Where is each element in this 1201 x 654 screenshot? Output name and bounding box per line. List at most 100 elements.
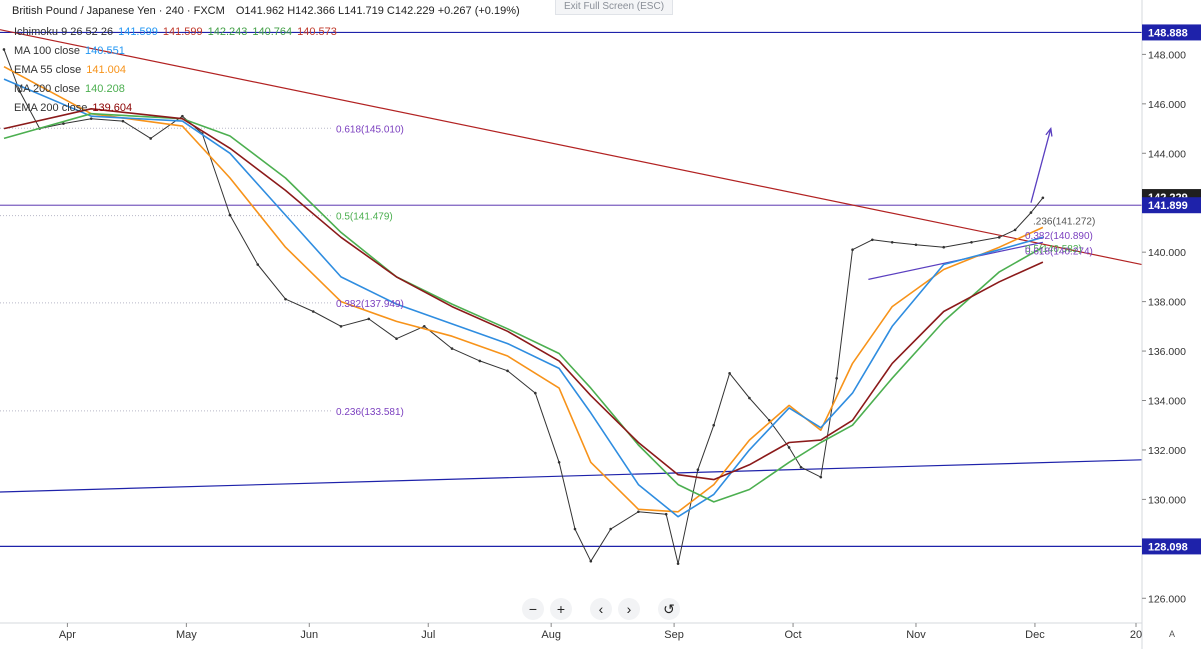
price-point (62, 122, 65, 125)
price-point (121, 119, 125, 123)
x-tick-label: Sep (664, 629, 684, 641)
scroll-left-button[interactable]: ‹ (590, 598, 612, 620)
price-point (506, 369, 509, 373)
price-point (339, 325, 343, 328)
exit-fullscreen-button[interactable]: Exit Full Screen (ESC) (555, 0, 674, 15)
indicator-legend-row[interactable]: EMA 200 close 139.604 (14, 102, 132, 114)
price-point (311, 310, 315, 313)
price-point (914, 243, 918, 247)
x-tick-label: Apr (59, 629, 76, 641)
price-point (767, 418, 771, 422)
price-point (478, 359, 482, 363)
x-tick-label: Aug (541, 629, 561, 641)
indicator-line (3, 108, 1044, 481)
y-tick-label: 126.000 (1148, 593, 1186, 605)
price-point (997, 236, 1001, 239)
indicator-label: EMA 55 close (14, 64, 82, 76)
indicator-value: 140.764 (252, 26, 293, 38)
price-point (1029, 211, 1033, 214)
x-tick-label: 20 (1130, 629, 1142, 641)
price-label-box (1142, 538, 1201, 555)
price-point (18, 90, 22, 93)
indicator-legend-row[interactable]: EMA 55 close 141.004 (14, 64, 126, 76)
price-point (2, 48, 6, 51)
y-tick-label: 136.000 (1148, 346, 1186, 358)
y-tick-label: 134.000 (1148, 396, 1186, 408)
indicator-line (3, 65, 1044, 513)
price-point (970, 240, 973, 244)
indicator-value: 141.004 (86, 64, 127, 76)
chart-navigation-toolbar: − + ‹ › ↺ (522, 598, 680, 620)
indicator-value: 140.573 (297, 26, 337, 38)
price-label: 128.098 (1148, 541, 1188, 553)
trend-line (0, 29, 1143, 266)
price-point (589, 559, 593, 563)
price-point (728, 372, 731, 375)
indicator-label: MA 200 close (14, 83, 81, 95)
reset-chart-button[interactable]: ↺ (658, 598, 680, 620)
y-tick-label: 146.000 (1148, 99, 1186, 111)
x-tick-label: Dec (1025, 629, 1045, 641)
projection-arrow (1030, 128, 1052, 203)
price-point (748, 396, 751, 400)
fib-label: 0.5(141.479) (336, 212, 393, 223)
price-point (871, 238, 874, 242)
x-tick-label: May (176, 629, 197, 641)
price-point (149, 137, 152, 140)
price-point (835, 376, 838, 380)
price-label: 148.888 (1148, 27, 1188, 39)
price-point (534, 391, 537, 395)
indicator-value: 142.243 (207, 26, 248, 38)
scroll-right-button[interactable]: › (618, 598, 640, 620)
price-point (450, 347, 454, 350)
price-point (256, 263, 260, 266)
price-label-box (1142, 197, 1201, 214)
price-point (1013, 228, 1017, 232)
price-point (676, 562, 680, 565)
indicator-value: 140.208 (85, 83, 125, 95)
price-point (367, 317, 371, 321)
y-tick-label: 132.000 (1148, 445, 1186, 457)
auto-scale-button[interactable]: A (1168, 629, 1175, 639)
zoom-out-button[interactable]: − (522, 598, 544, 620)
price-point (819, 475, 823, 479)
indicator-legend-row[interactable]: MA 100 close 140.551 (14, 45, 125, 57)
price-point (851, 248, 854, 251)
fib-label: 0.618(140.274) (1025, 246, 1093, 257)
indicator-label: Ichimoku 9 26 52 26 (14, 26, 114, 38)
y-tick-label: 140.000 (1148, 247, 1186, 259)
indicator-line (3, 112, 1044, 503)
indicator-value: 140.551 (85, 45, 125, 57)
price-point (787, 446, 791, 449)
symbol-title: British Pound / Japanese Yen · 240 · FXC… (12, 5, 225, 17)
fib-label: 0.5(140.582) (1025, 244, 1082, 255)
price-point (557, 461, 561, 464)
price-point (181, 114, 184, 118)
indicator-label: MA 100 close (14, 45, 81, 57)
y-tick-label: 148.000 (1148, 49, 1186, 61)
indicator-line (3, 78, 1044, 518)
indicator-legend-row[interactable]: Ichimoku 9 26 52 26 141.599 141.599 142.243… (14, 26, 337, 38)
fib-label: .236(141.272) (1033, 217, 1095, 228)
price-point (712, 423, 716, 427)
y-tick-label: 144.000 (1148, 148, 1186, 160)
price-point (228, 213, 232, 217)
y-tick-label: 138.000 (1148, 297, 1186, 309)
price-point (573, 527, 577, 531)
indicator-legend-row[interactable]: MA 200 close 140.208 (14, 83, 125, 95)
indicator-value: 139.604 (92, 102, 133, 114)
projection-arrow-head (1045, 126, 1053, 137)
x-tick-label: Nov (906, 629, 926, 641)
price-label: 141.899 (1148, 200, 1188, 212)
x-tick-label: Jun (300, 629, 318, 641)
price-point (284, 297, 287, 301)
chart-header: British Pound / Japanese Yen · 240 · FXC… (12, 5, 520, 17)
price-point (422, 325, 426, 328)
indicator-label: EMA 200 close (14, 102, 88, 114)
zoom-in-button[interactable]: + (550, 598, 572, 620)
x-tick-label: Oct (784, 629, 801, 641)
price-label-box (1142, 24, 1201, 41)
